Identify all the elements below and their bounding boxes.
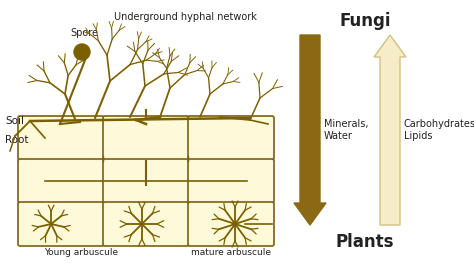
Text: Spore: Spore (70, 28, 98, 38)
Text: Minerals,
Water: Minerals, Water (324, 119, 368, 141)
Text: Fungi: Fungi (339, 12, 391, 30)
FancyBboxPatch shape (103, 202, 189, 246)
FancyArrow shape (294, 35, 326, 225)
FancyArrow shape (374, 35, 406, 225)
FancyBboxPatch shape (18, 202, 104, 246)
FancyBboxPatch shape (188, 116, 274, 160)
FancyBboxPatch shape (18, 159, 104, 203)
Text: Soil: Soil (5, 116, 24, 126)
Text: Root: Root (5, 135, 28, 145)
FancyBboxPatch shape (18, 116, 104, 160)
Circle shape (74, 44, 90, 60)
FancyBboxPatch shape (103, 159, 189, 203)
FancyBboxPatch shape (188, 159, 274, 203)
Text: Young arbuscule: Young arbuscule (44, 248, 118, 257)
Text: Carbohydrates,
Lipids: Carbohydrates, Lipids (404, 119, 474, 141)
Text: Underground hyphal network: Underground hyphal network (114, 12, 256, 22)
Text: Plants: Plants (336, 233, 394, 251)
FancyBboxPatch shape (103, 116, 189, 160)
FancyBboxPatch shape (188, 202, 274, 246)
Text: mature arbuscule: mature arbuscule (191, 248, 271, 257)
